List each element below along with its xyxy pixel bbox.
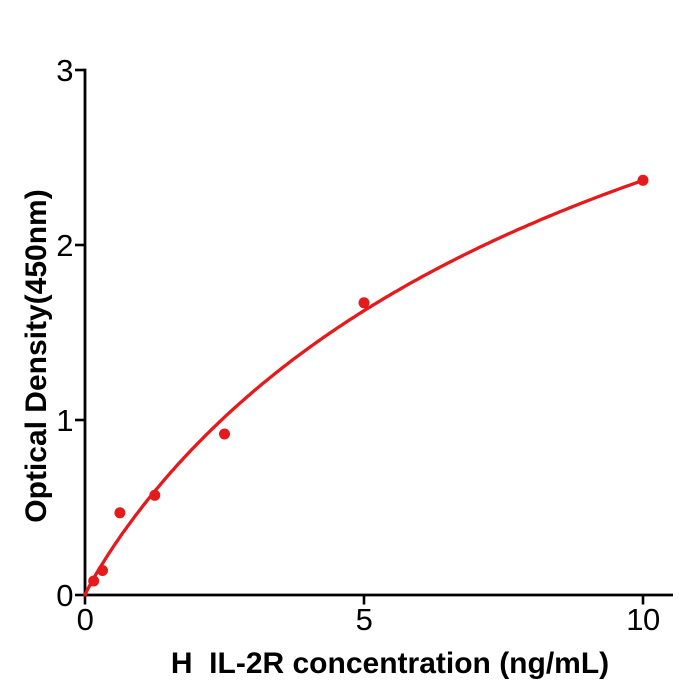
trend-curve [83, 178, 645, 597]
x-tick-label: 0 [77, 602, 94, 637]
x-axis-label: H IL-2R concentration (ng/mL) [171, 647, 609, 680]
data-point [88, 575, 100, 587]
y-axis-ticks: 0 1 2 3 [56, 53, 85, 613]
x-tick-label: 5 [356, 602, 373, 637]
data-point [97, 565, 108, 576]
x-axis-ticks: 0 5 10 [77, 595, 660, 637]
data-points [88, 174, 649, 587]
y-axis-label: Optical Density(450nm) [20, 189, 53, 522]
data-point [219, 428, 230, 440]
data-point [114, 507, 126, 519]
x-tick-label: 10 [626, 602, 660, 637]
data-point [637, 174, 649, 186]
y-tick-label: 2 [56, 228, 73, 263]
data-point [358, 297, 370, 309]
y-tick-label: 3 [56, 53, 73, 88]
data-point [149, 489, 161, 501]
y-tick-label: 1 [56, 403, 73, 438]
y-tick-label: 0 [56, 578, 73, 613]
